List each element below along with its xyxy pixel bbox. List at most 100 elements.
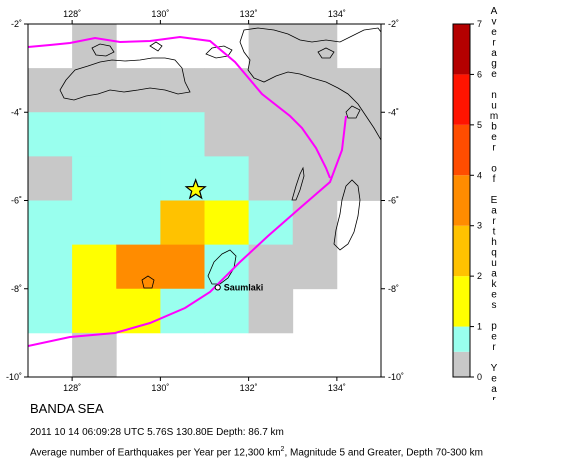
colorbar-title-letter: q	[491, 248, 497, 259]
coastline-islet-4	[317, 47, 335, 59]
grid-cell	[204, 200, 250, 246]
colorbar-title-letter: e	[491, 27, 497, 38]
grid-cell	[72, 112, 117, 157]
caption-superscript: 2	[280, 446, 285, 453]
colorbar-title-letter: f	[493, 174, 496, 185]
event-info: 2011 10 14 06:09:28 UTC 5.76S 130.80E De…	[30, 427, 284, 438]
lat-tick-label-left: -4˚	[11, 107, 22, 117]
lon-tick-label-top: 132˚	[240, 9, 258, 19]
plate-boundary-south	[28, 115, 347, 347]
map-ticks: 128˚ 128˚ 130˚ 130˚ 132˚ 132˚ 134˚ 134˚ -2˚ -2˚ -4…	[6, 9, 404, 393]
colorbar-segment	[453, 24, 470, 75]
colorbar-segment	[453, 74, 470, 125]
colorbar-title-letter: e	[491, 69, 497, 80]
colorbar-title-letter: h	[491, 237, 497, 248]
grid-cell	[248, 244, 294, 290]
colorbar-title-letter: r	[492, 143, 496, 154]
colorbar-title-letter: Y	[491, 363, 498, 374]
grid-cell	[72, 244, 117, 290]
colorbar-tick-label: 5	[477, 120, 482, 130]
colorbar-title-letter: b	[491, 122, 497, 133]
plate-boundaries	[28, 35, 347, 347]
plate-boundary-north	[28, 35, 331, 179]
grid-cell	[72, 24, 117, 69]
grid-cell	[292, 24, 338, 69]
grid-cell	[72, 288, 117, 334]
grid-cell	[72, 200, 117, 246]
lon-tick-label-top: 128˚	[63, 9, 81, 19]
colorbar-segment	[453, 351, 470, 377]
grid-cell	[116, 68, 161, 113]
seismicity-map-figure: Saumlaki 128˚128˚130˚130˚132˚132˚134˚134…	[6, 6, 498, 400]
place-label-saumlaki: Saumlaki	[224, 282, 264, 292]
colorbar-tick-label: 6	[477, 69, 482, 79]
grid-cell	[72, 332, 117, 377]
lat-tick-label-right: -2˚	[388, 19, 399, 29]
grid-cell	[248, 112, 294, 157]
grid-cell	[204, 156, 250, 201]
colorbar-title-letter: v	[492, 17, 497, 28]
colorbar-title-letter: e	[491, 132, 497, 143]
caption-text: Average number of Earthquakes per Year p…	[30, 447, 281, 459]
colorbar-title-letter: s	[492, 300, 497, 311]
colorbar-tick-label: 0	[477, 372, 482, 382]
coastline-babar	[141, 275, 155, 289]
grid-cell	[292, 112, 338, 157]
grid-cell	[292, 68, 338, 113]
lon-tick-label-bottom: 134˚	[328, 383, 346, 393]
coastline-islet-1	[91, 43, 115, 57]
colorbar-title-letter: A	[491, 6, 498, 17]
lat-tick-label-right: -8˚	[388, 284, 399, 294]
lon-tick-label-bottom: 128˚	[63, 383, 81, 393]
colorbar-title-letter: a	[491, 384, 497, 395]
colorbar-title-letter: e	[491, 332, 497, 343]
colorbar-title-letter: E	[491, 195, 498, 206]
colorbar-segment	[453, 175, 470, 226]
grid-cell	[160, 288, 205, 334]
grid-cell	[292, 156, 338, 201]
coastline-yamdena	[207, 249, 237, 285]
lat-tick-label-left: -2˚	[11, 19, 22, 29]
colorbar-segment	[453, 276, 470, 327]
colorbar-tick-label: 3	[477, 221, 482, 231]
lat-tick-label-right: -6˚	[388, 196, 399, 206]
coastline-islet-5	[345, 105, 361, 119]
lon-tick-label-bottom: 130˚	[151, 383, 169, 393]
colorbar-segment	[453, 225, 470, 277]
lat-tick-label-left: -8˚	[11, 284, 22, 294]
grid-cell	[160, 244, 205, 290]
colorbar-tick-label: 7	[477, 19, 482, 29]
grid-cell	[248, 156, 294, 201]
earthquake-density-grid	[28, 24, 381, 377]
grid-cell	[28, 68, 73, 113]
colorbar-title-letter: u	[491, 258, 497, 269]
colorbar-title-letter: a	[491, 48, 497, 59]
lat-tick-label-right: -4˚	[388, 107, 399, 117]
grid-cell	[248, 200, 294, 246]
coastline-aru-islands	[333, 179, 361, 251]
colorbar-title-letter: u	[491, 101, 497, 112]
lon-tick-label-bottom: 132˚	[240, 383, 258, 393]
colorbar-title-letter: r	[492, 216, 496, 227]
epicenter-star-icon	[184, 178, 207, 200]
grid-cell	[292, 244, 338, 290]
lon-tick-label-top: 130˚	[151, 9, 169, 19]
colorbar-title-letter: r	[492, 342, 496, 353]
grid-cell	[28, 156, 73, 201]
colorbar-title-letter: g	[491, 59, 497, 70]
figure-caption: Average number of Earthquakes per Year p…	[30, 446, 483, 458]
grid-cell	[160, 200, 205, 246]
colorbar-title-letter: m	[490, 111, 498, 122]
grid-cell	[28, 244, 73, 290]
map-area: Saumlaki	[27, 23, 382, 378]
saumlaki-marker: Saumlaki	[214, 282, 264, 292]
colorbar-title-letter: e	[491, 374, 497, 385]
colorbar-title-letter: e	[491, 290, 497, 301]
grid-cell	[28, 200, 73, 246]
grid-cell	[28, 288, 73, 334]
coastline-new-guinea	[239, 27, 381, 141]
grid-cell	[204, 112, 250, 157]
grid-cell	[116, 112, 161, 157]
colorbar-title-letter: k	[492, 279, 498, 290]
grid-cell	[248, 288, 294, 334]
